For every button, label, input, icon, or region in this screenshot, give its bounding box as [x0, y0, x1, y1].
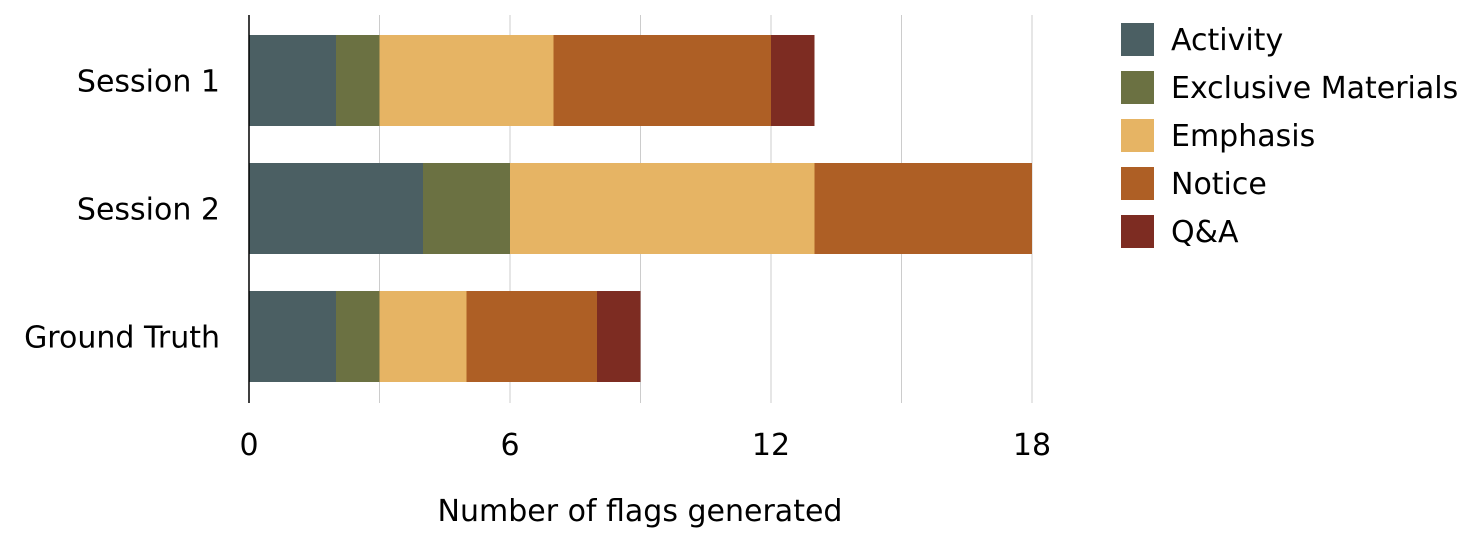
legend-swatch: [1121, 215, 1154, 248]
category-label: Session 2: [77, 193, 220, 228]
bar-segment: [249, 35, 336, 126]
bar-segment: [466, 291, 597, 382]
legend-swatch: [1121, 71, 1154, 104]
legend: Activity Exclusive Materials Emphasis Notic…: [1121, 23, 1458, 250]
category-label: Ground Truth: [24, 321, 220, 356]
legend-swatch: [1121, 167, 1154, 200]
legend-label: Activity: [1171, 23, 1283, 58]
x-tick-label: 12: [752, 428, 790, 463]
category-label: Session 1: [77, 65, 220, 100]
x-tick-label: 0: [239, 428, 258, 463]
legend-swatch: [1121, 23, 1154, 56]
bars: [249, 35, 1032, 382]
bar-segment: [249, 291, 336, 382]
bar-segment: [510, 163, 815, 254]
legend-label: Q&A: [1171, 215, 1239, 250]
bar-segment: [771, 35, 815, 126]
x-axis-title: Number of flags generated: [438, 494, 843, 529]
bar-segment: [336, 291, 380, 382]
x-tick-label: 6: [500, 428, 519, 463]
x-tick-label: 18: [1013, 428, 1051, 463]
bar-segment: [597, 291, 641, 382]
bar-segment: [814, 163, 1032, 254]
bar-segment: [379, 35, 554, 126]
legend-swatch: [1121, 119, 1154, 152]
bar-segment: [553, 35, 771, 126]
axes: Session 1 Session 2 Ground Truth 0 6 12 18: [24, 15, 1051, 463]
bar-segment: [423, 163, 510, 254]
legend-label: Notice: [1171, 167, 1267, 202]
bar-segment: [336, 35, 380, 126]
bar-segment: [379, 291, 467, 382]
legend-label: Emphasis: [1171, 119, 1315, 154]
bar-segment: [249, 163, 423, 254]
legend-label: Exclusive Materials: [1171, 71, 1458, 106]
